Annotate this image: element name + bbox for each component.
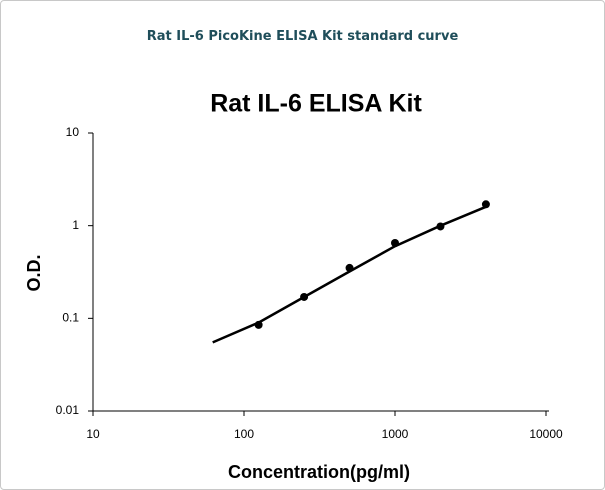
- x-tick-label: 100: [234, 427, 254, 441]
- x-tick-label: 10000: [529, 427, 563, 441]
- x-axis-label: Concentration(pg/ml): [228, 462, 410, 482]
- data-point: [300, 292, 309, 301]
- data-point: [391, 239, 399, 248]
- x-tick-label: 1000: [382, 427, 409, 441]
- data-point: [436, 222, 445, 231]
- data-point: [254, 320, 263, 329]
- x-tick-label: 10: [86, 427, 100, 441]
- y-tick-label: 10: [66, 125, 80, 139]
- y-axis-label: O.D.: [24, 254, 44, 291]
- fit-curve: [212, 205, 487, 344]
- y-tick-label: 1: [72, 218, 79, 232]
- data-point: [345, 263, 354, 272]
- chart-title: Rat IL-6 ELISA Kit: [210, 90, 422, 118]
- y-tick-label: 0.01: [56, 403, 80, 417]
- caption: Rat IL-6 PicoKine ELISA Kit standard cur…: [146, 29, 459, 44]
- data-point: [481, 200, 490, 209]
- y-tick-label: 0.1: [62, 311, 79, 325]
